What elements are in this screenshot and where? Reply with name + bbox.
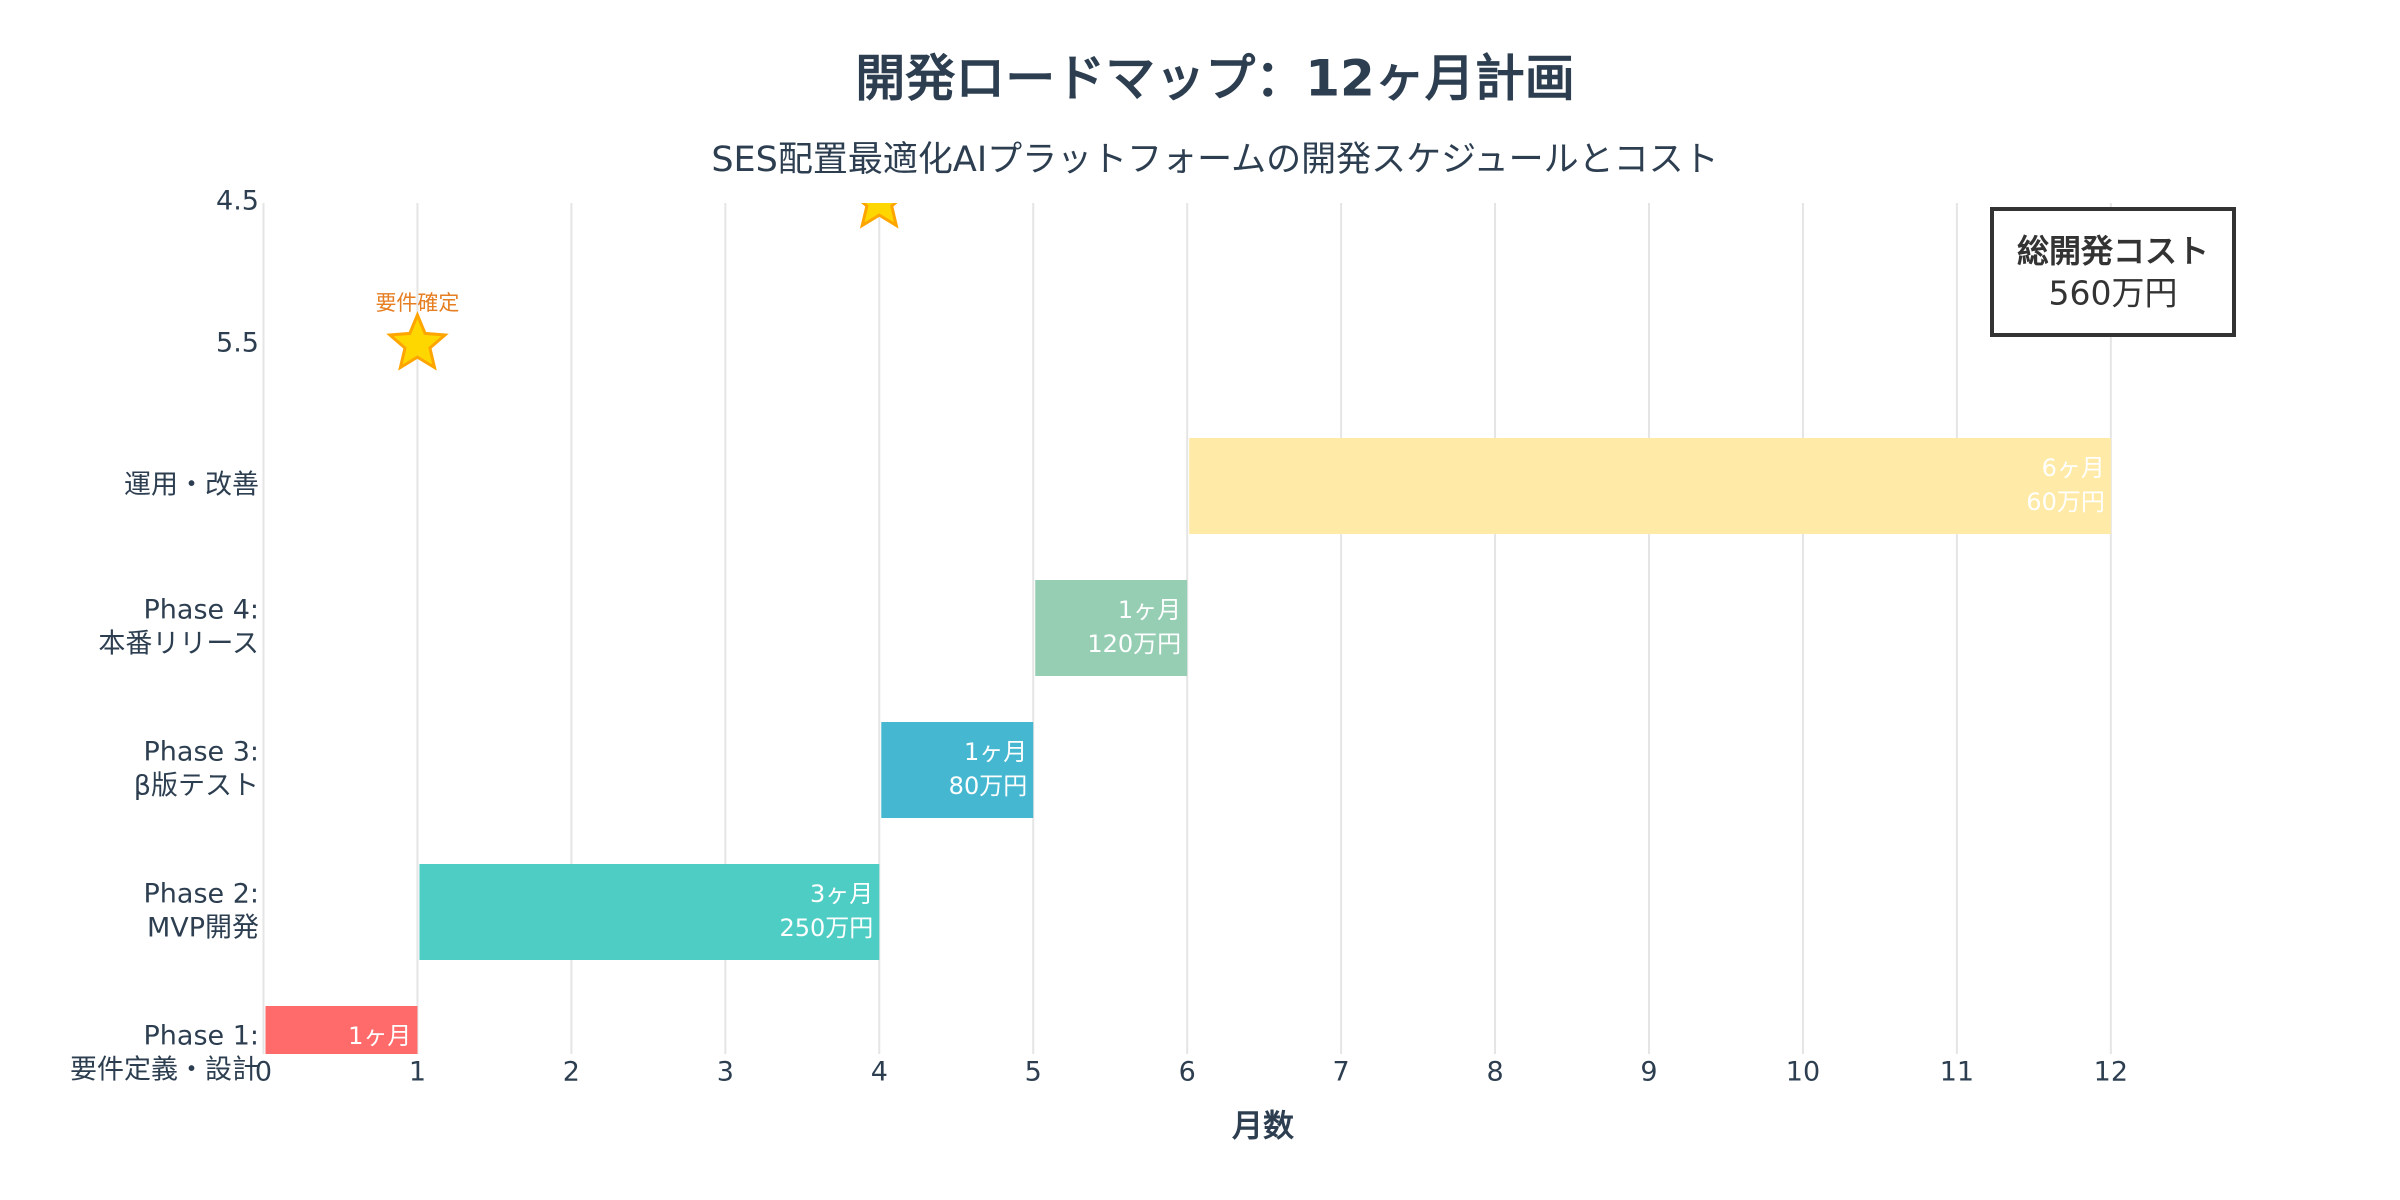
y-tick-label: 運用・改善: [124, 470, 259, 501]
y-tick-label: Phase 2:: [144, 879, 259, 910]
x-tick-label: 12: [2094, 1057, 2128, 1088]
annotation-text: 560万円: [2049, 274, 2178, 313]
data-label: 60万円: [2026, 488, 2105, 516]
chart-title: 開発ロードマップ：12ヶ月計画: [855, 50, 1575, 108]
x-tick-label: 6: [1179, 1057, 1196, 1088]
y-tick-label: 要件定義・設計: [70, 1055, 259, 1086]
milestone-marker: [386, 311, 449, 371]
bar: [265, 1006, 418, 1054]
x-tick-label: 7: [1333, 1057, 1350, 1088]
milestone-marker: [859, 203, 899, 229]
y-tick-label: β版テスト: [134, 771, 259, 802]
x-tick-label: 1: [409, 1057, 426, 1088]
bar: [1189, 438, 2111, 534]
data-label: 6ヶ月: [2042, 454, 2105, 482]
x-tick-label: 4: [871, 1057, 888, 1088]
annotation-title: 総開発コスト: [2017, 232, 2209, 270]
x-axis-title: 月数: [1232, 1109, 1294, 1145]
x-tick-label: 3: [717, 1057, 734, 1088]
bar: [1035, 580, 1188, 676]
x-tick-label: 5: [1025, 1057, 1042, 1088]
data-label: 1ヶ月: [1118, 596, 1181, 624]
data-label: 3ヶ月: [810, 880, 873, 908]
data-label: 1ヶ月: [348, 1022, 411, 1050]
y-tick-label: 5.5: [216, 328, 259, 359]
x-tick-label: 0: [255, 1057, 272, 1088]
y-tick-label: Phase 3:: [144, 737, 259, 768]
data-label: 250万円: [779, 914, 873, 942]
y-tick-label: MVP開発: [147, 913, 259, 944]
y-tick-label: 本番リリース: [98, 629, 259, 660]
x-tick-label: 10: [1786, 1057, 1820, 1088]
annotation-box: [1990, 207, 2236, 337]
grid: [262, 203, 2112, 1054]
y-tick-label: Phase 1:: [144, 1021, 259, 1052]
data-label: 80万円: [949, 772, 1028, 800]
milestone-label: 要件確定: [375, 291, 459, 315]
y-tick-label: 4.5: [216, 186, 259, 217]
data-label: 1ヶ月: [964, 738, 1027, 766]
y-tick-label: Phase 4:: [144, 595, 259, 626]
x-tick-label: 8: [1486, 1057, 1503, 1088]
bar: [881, 722, 1034, 818]
x-tick-label: 11: [1940, 1057, 1974, 1088]
x-tick-label: 9: [1640, 1057, 1657, 1088]
data-label: 120万円: [1087, 630, 1181, 658]
x-tick-label: 2: [563, 1057, 580, 1088]
chart-subtitle: SES配置最適化AIプラットフォームの開発スケジュールとコスト: [711, 140, 1718, 180]
bar: [419, 864, 880, 960]
plot-area: 1ヶ月 3ヶ月 250万円 1ヶ月 80万円 1ヶ月 120万円 6ヶ月 60万円 要件確定: [265, 203, 2111, 1054]
